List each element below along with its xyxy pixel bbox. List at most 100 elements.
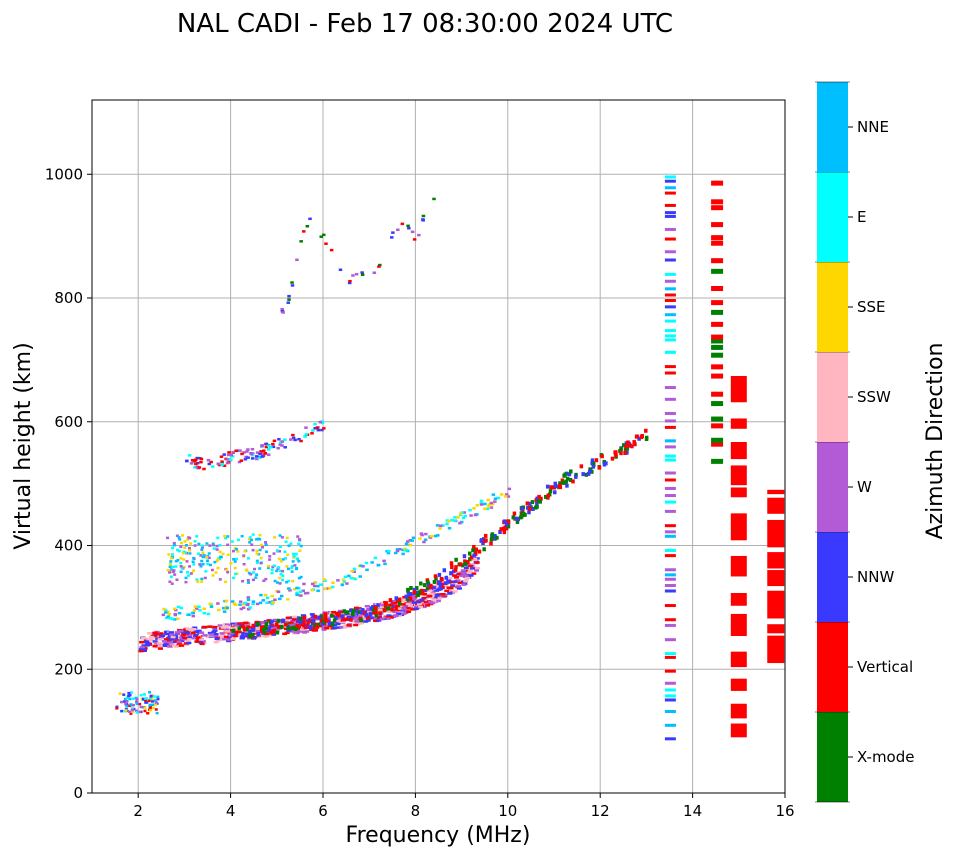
echo-point (276, 581, 280, 584)
echo-point (664, 454, 676, 458)
echo-point (419, 581, 423, 586)
colorbar-label: NNW (857, 568, 894, 586)
echo-point (235, 547, 239, 551)
echo-point (224, 630, 230, 633)
echo-point (250, 457, 255, 460)
echo-point (143, 709, 147, 713)
echo-point (152, 644, 158, 648)
echo-point (450, 584, 456, 587)
echo-point (198, 641, 204, 644)
echo-point (285, 616, 291, 620)
echo-point (391, 608, 397, 612)
echo-point (158, 636, 164, 639)
echo-point (383, 603, 388, 608)
echo-point (173, 645, 179, 648)
echo-point (404, 548, 409, 552)
echo-point (628, 443, 632, 448)
echo-point (260, 621, 266, 624)
echo-point (475, 504, 480, 507)
echo-point (141, 644, 147, 647)
echo-point (234, 630, 239, 635)
echo-point (565, 483, 569, 488)
echo-point (574, 474, 578, 479)
echo-point (340, 583, 345, 587)
echo-point (324, 618, 328, 623)
echo-point (518, 515, 523, 520)
echo-point (240, 452, 244, 456)
echo-point (161, 640, 167, 643)
echo-point (498, 530, 502, 535)
echo-point (135, 698, 139, 701)
echo-point (178, 538, 182, 541)
echo-point (154, 703, 158, 706)
echo-point (258, 452, 262, 456)
echo-point (189, 542, 193, 545)
echo-point (379, 605, 385, 609)
echo-point (128, 697, 132, 701)
echo-point (180, 566, 184, 570)
echo-point (264, 622, 269, 627)
echo-point (407, 604, 413, 607)
echo-point (199, 457, 204, 461)
echo-point (460, 569, 466, 572)
echo-point (297, 538, 301, 541)
echo-point (330, 585, 335, 589)
echo-point (234, 449, 238, 453)
echo-point (353, 606, 359, 610)
echo-point (390, 607, 394, 612)
echo-point (171, 553, 175, 556)
echo-point (511, 515, 516, 520)
echo-point (258, 567, 262, 570)
echo-point (281, 558, 285, 561)
echo-point (360, 271, 364, 274)
echo-point (486, 498, 490, 502)
echo-point (335, 619, 341, 622)
echo-point (264, 543, 268, 547)
echo-point (664, 568, 676, 572)
echo-point (474, 557, 480, 560)
echo-point (188, 552, 192, 555)
echo-point (213, 640, 219, 644)
echo-point (155, 645, 161, 649)
echo-point (223, 635, 229, 639)
echo-point (335, 613, 339, 618)
echo-point (149, 706, 153, 709)
echo-point (322, 578, 326, 581)
echo-point (247, 538, 251, 541)
echo-point (182, 550, 186, 554)
echo-point (139, 693, 143, 697)
echo-point (127, 691, 131, 695)
echo-point (225, 461, 230, 465)
echo-point (296, 620, 302, 623)
colorbar-label: SSE (857, 298, 886, 316)
echo-point (271, 633, 277, 636)
echo-point (174, 639, 180, 642)
echo-point (207, 556, 211, 560)
echo-point (248, 629, 252, 634)
echo-point (352, 570, 356, 574)
echo-point (123, 697, 127, 701)
echo-point (401, 548, 405, 552)
echo-point (625, 446, 630, 451)
echo-point (248, 541, 252, 544)
echo-point (237, 626, 242, 631)
echo-point (309, 613, 315, 616)
x-tick-label: 8 (411, 802, 421, 820)
echo-point (295, 586, 299, 590)
echo-point (347, 574, 351, 578)
echo-point (124, 709, 128, 712)
echo-point (284, 540, 288, 543)
echo-point (179, 639, 185, 642)
echo-point (148, 638, 154, 642)
echo-point (271, 601, 275, 604)
echo-point (167, 641, 173, 644)
echo-point (205, 542, 209, 545)
echo-point (457, 581, 463, 584)
echo-point (245, 633, 249, 638)
echo-point (226, 535, 230, 538)
echo-point (664, 214, 676, 218)
echo-point (292, 556, 296, 559)
echo-point (418, 537, 422, 540)
echo-point (266, 629, 272, 633)
echo-point (364, 561, 369, 565)
